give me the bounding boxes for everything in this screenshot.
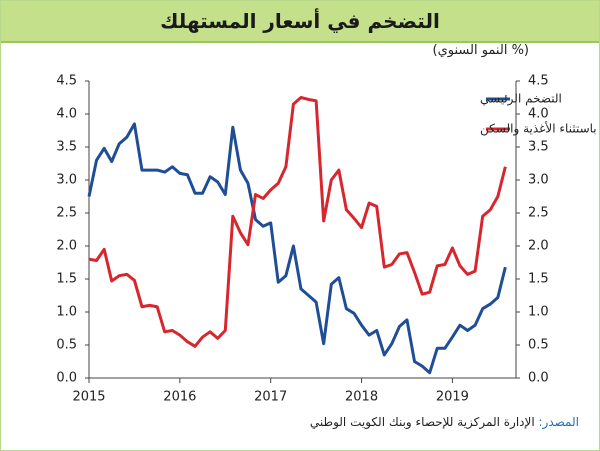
y-tick-label: 0.0: [56, 371, 77, 386]
y2-tick-label: 0.0: [528, 371, 549, 386]
source: المصدر: الإدارة المركزية للإحصاء وبنك ال…: [310, 415, 579, 429]
y2-tick-label: 2.0: [528, 239, 549, 254]
legend-label: باستثناء الأغذية والسكن: [480, 121, 597, 137]
x-tick-label: 2016: [163, 390, 196, 405]
y2-tick-label: 1.0: [528, 305, 549, 320]
y-tick-label: 3.0: [56, 173, 77, 188]
y-tick-label: 2.5: [56, 206, 77, 221]
y-tick-label: 2.0: [56, 239, 77, 254]
y-tick-label: 1.0: [56, 305, 77, 320]
y-tick-label: 3.5: [56, 140, 77, 155]
y-tick-label: 0.5: [56, 338, 77, 353]
x-tick-label: 2017: [254, 390, 287, 405]
y2-tick-label: 0.5: [528, 338, 549, 353]
y2-tick-label: 2.5: [528, 206, 549, 221]
y-tick-label: 4.0: [56, 107, 77, 122]
y2-tick-label: 1.5: [528, 272, 549, 287]
y-tick-label: 4.5: [56, 74, 77, 89]
y2-tick-label: 4.0: [528, 107, 549, 122]
y2-tick-label: 3.5: [528, 140, 549, 155]
y-tick-label: 1.5: [56, 272, 77, 287]
x-tick-label: 2018: [345, 390, 378, 405]
subtitle: (% النمو السنوي): [432, 43, 529, 58]
x-tick-label: 2015: [72, 390, 105, 405]
source-text: الإدارة المركزية للإحصاء وبنك الكويت الو…: [309, 415, 535, 429]
chart-title: التضخم في أسعار المستهلك: [1, 1, 599, 43]
series-line: [87, 122, 507, 375]
y2-tick-label: 3.0: [528, 173, 549, 188]
source-label: المصدر:: [538, 415, 579, 429]
y2-tick-label: 4.5: [528, 74, 549, 89]
series-line: [88, 96, 507, 348]
x-tick-label: 2019: [436, 390, 469, 405]
legend-label: التضخم الرئيسي: [480, 92, 562, 107]
